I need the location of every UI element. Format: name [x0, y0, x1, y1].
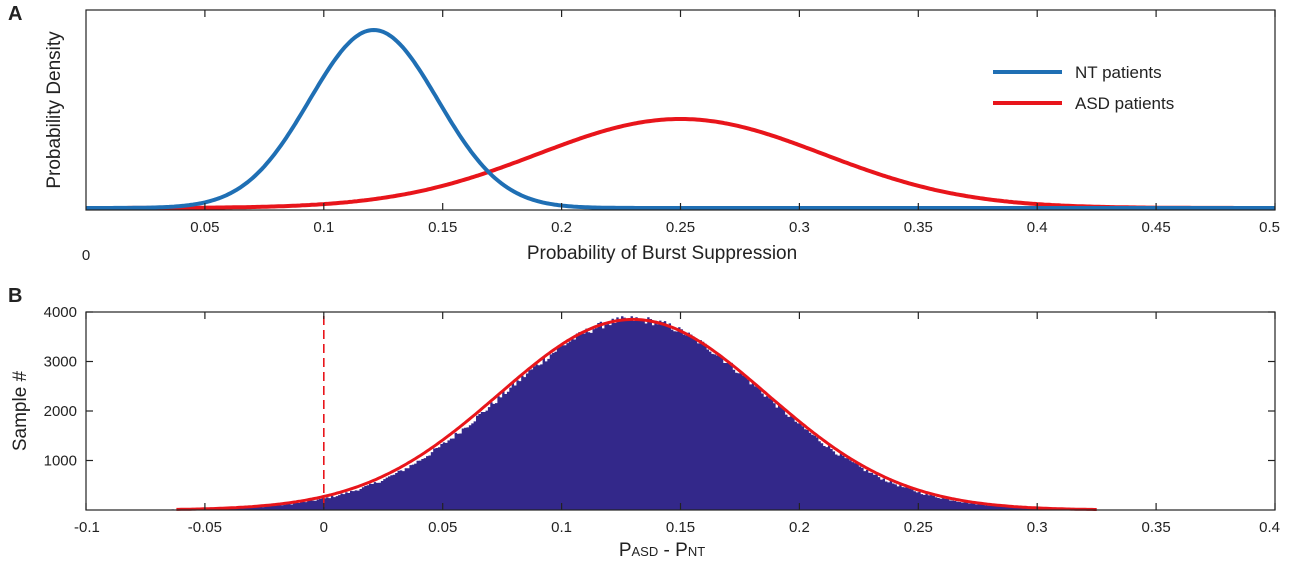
panel-b-label: B: [8, 285, 22, 307]
panel-a-x-tick-label: 0.1: [313, 219, 334, 236]
panel-b-y-ticks: 1000 2000 3000 4000: [44, 304, 1275, 470]
panel-a-x-tick-label: 0.5: [1259, 219, 1280, 236]
panel-b-fit-curve-group: [176, 317, 1097, 511]
panel-a-x-tick-label: 0.05: [190, 219, 219, 236]
panel-b-x-tick-label: 0.1: [551, 519, 572, 536]
panel-b-x-tick-label: -0.05: [188, 519, 222, 536]
fit-curve: [176, 317, 1097, 511]
panel-a: A 0.05 0.1 0.15 0.2 0.25 0.3 0.35 0.4 0.45 0.5 0 …: [8, 3, 1280, 264]
panel-a-x-tick-label: 0.25: [666, 219, 695, 236]
panel-a-x-tick-label: 0.45: [1141, 219, 1170, 236]
panel-b-y-tick-label: 3000: [44, 354, 77, 371]
panel-a-legend: NT patients ASD patients: [993, 63, 1174, 113]
panel-b-x-tick-label: 0.15: [666, 519, 695, 536]
panel-b-x-tick-label: 0.05: [428, 519, 457, 536]
panel-a-y-axis-title: Probability Density: [44, 31, 65, 189]
panel-a-x-tick-label: 0.15: [428, 219, 457, 236]
histogram-bars: [86, 316, 1278, 510]
panel-a-x-ticks: 0.05 0.1 0.15 0.2 0.25 0.3 0.35 0.4 0.45 0.5: [190, 10, 1280, 236]
panel-b-x-tick-label: -0.1: [74, 519, 100, 536]
legend-label-asd: ASD patients: [1075, 94, 1174, 113]
panel-b-y-tick-label: 2000: [44, 403, 77, 420]
panel-a-x-tick-label: 0.4: [1027, 219, 1048, 236]
panel-b-x-tick-label: 0.35: [1141, 519, 1170, 536]
panel-a-curves: [86, 28, 1275, 210]
panel-a-x-tick-label: 0.35: [904, 219, 933, 236]
legend-label-nt: NT patients: [1075, 63, 1162, 82]
panel-b-histogram: [86, 316, 1278, 510]
panel-a-label: A: [8, 3, 22, 25]
panel-b-x-tick-label: 0.4: [1259, 519, 1280, 536]
panel-b-y-tick-label: 1000: [44, 453, 77, 470]
panel-b-y-axis-title: Sample #: [10, 370, 31, 451]
panel-b-x-tick-label: 0.25: [904, 519, 933, 536]
panel-b-y-tick-label: 4000: [44, 304, 77, 321]
panel-a-x-tick-label: 0.2: [551, 219, 572, 236]
panel-b-x-tick-label: 0: [320, 519, 328, 536]
panel-b-x-axis-title: PASD - PNT: [619, 540, 705, 561]
panel-a-x-origin-label: 0: [82, 247, 90, 264]
panel-b-x-tick-label: 0.2: [789, 519, 810, 536]
panel-b-x-ticks: -0.1 -0.05 0 0.05 0.1 0.15 0.2 0.25 0.3 0.35 0.4: [74, 312, 1280, 536]
panel-b-x-tick-label: 0.3: [1027, 519, 1048, 536]
panel-b: B -0.1 -0.05 0 0.05 0.1 0.15 0.2 0.25 0.3 0.35 0.4…: [8, 285, 1280, 561]
panel-a-x-axis-title: Probability of Burst Suppression: [527, 243, 797, 264]
panel-a-x-tick-label: 0.3: [789, 219, 810, 236]
